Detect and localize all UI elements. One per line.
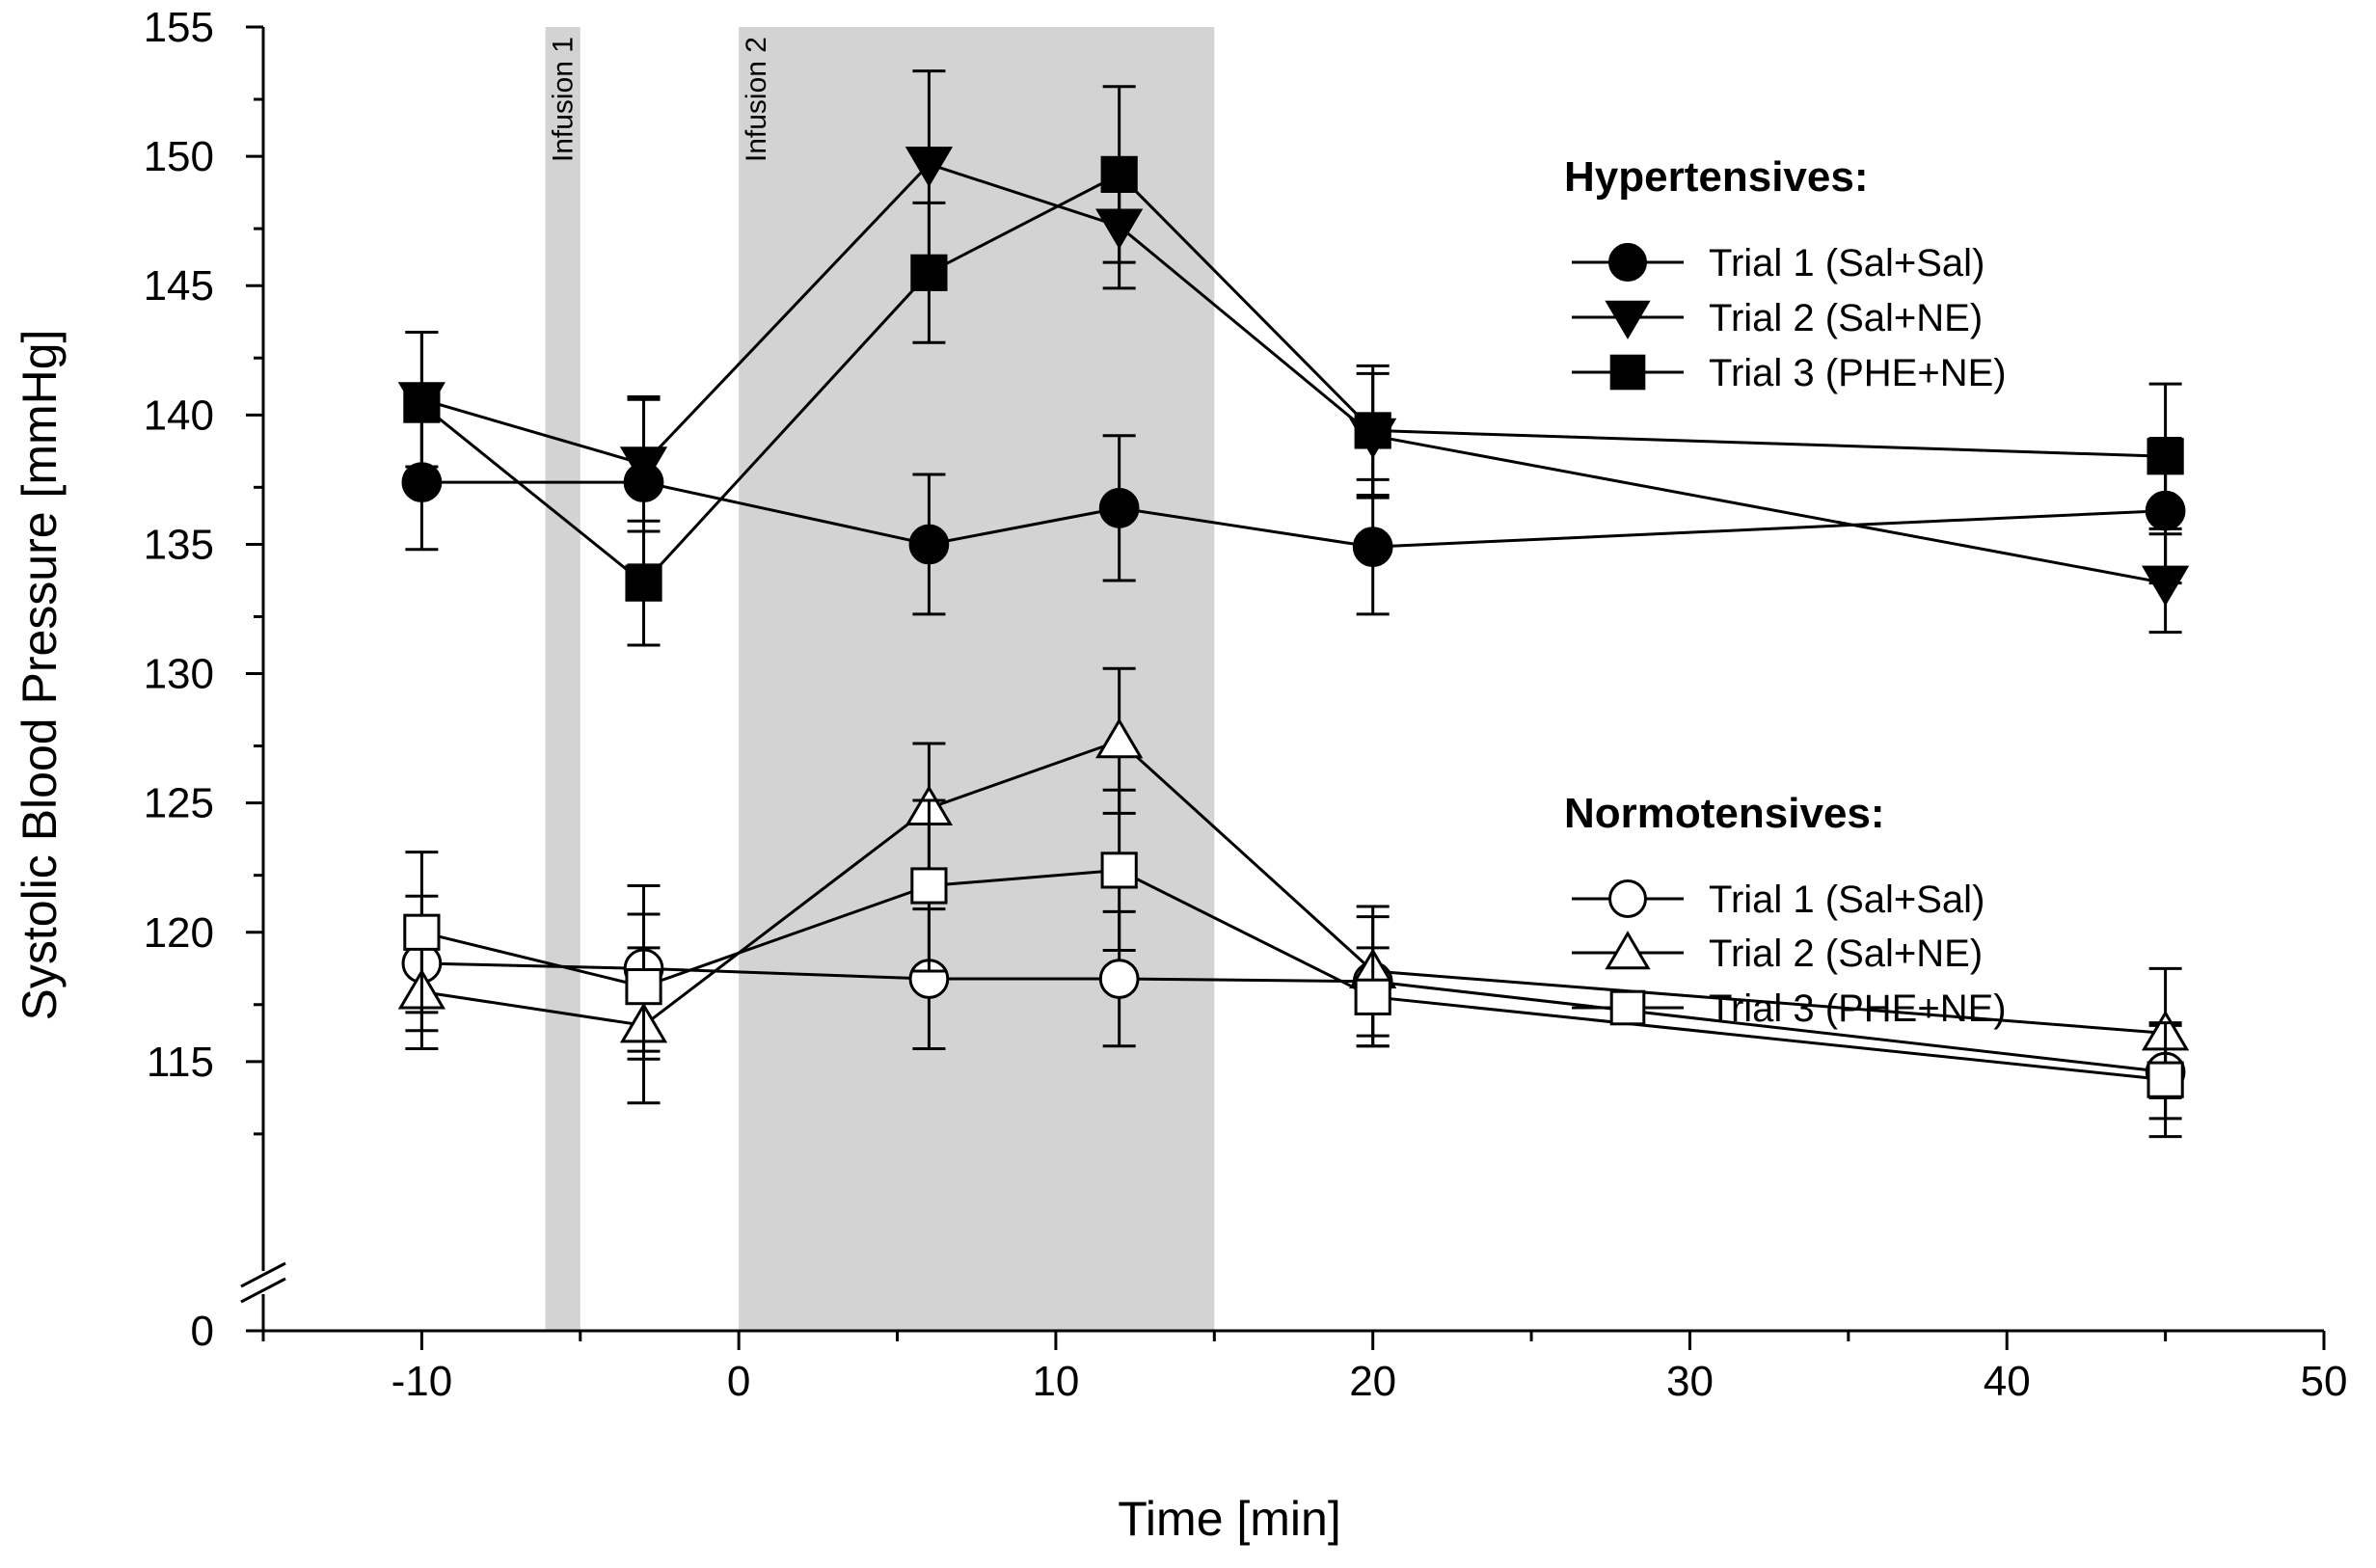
series-line xyxy=(421,961,2166,1074)
data-point xyxy=(625,968,662,1006)
legend-marker xyxy=(1608,879,1647,918)
data-point xyxy=(2146,438,2184,475)
data-series xyxy=(397,69,2190,1139)
y-axis-title: Systolic Blood Pressure [mmHg] xyxy=(13,330,67,1021)
legend-marker xyxy=(1609,989,1646,1026)
legend-title-normotensives: Normotensives: xyxy=(1564,790,1885,837)
data-point xyxy=(904,147,954,188)
legend-marker xyxy=(1609,354,1646,391)
legend-label: Trial 2 (Sal+NE) xyxy=(1709,297,1983,339)
legend-label: Trial 3 (PHE+NE) xyxy=(1709,352,2007,394)
legend-label: Trial 1 (Sal+Sal) xyxy=(1709,242,1984,284)
series-line xyxy=(421,739,2166,1035)
data-point xyxy=(403,913,441,951)
data-point xyxy=(910,254,948,291)
y-tick-label: 115 xyxy=(147,1039,214,1086)
x-tick-label: 40 xyxy=(1984,1358,2031,1405)
legend-label: Trial 3 (PHE+NE) xyxy=(1709,987,2007,1030)
data-point xyxy=(1095,717,1144,759)
shaded-regions: Infusion 1 Infusion 2 xyxy=(545,27,1215,1331)
data-point xyxy=(1352,527,1393,567)
series-line xyxy=(421,480,2166,549)
series-normotensive-trial-3 xyxy=(403,788,2184,1139)
data-point xyxy=(2146,1061,2184,1098)
series-line xyxy=(420,162,2166,585)
data-point xyxy=(625,564,662,602)
x-tick-label: 50 xyxy=(2301,1358,2348,1405)
legend-title-hypertensives: Hypertensives: xyxy=(1564,153,1868,201)
x-tick-label: 20 xyxy=(1349,1358,1396,1405)
y-tick-label: 120 xyxy=(144,909,214,957)
data-point xyxy=(1100,155,1138,193)
infusion-region-2 xyxy=(739,27,1215,1331)
y-tick-label: 145 xyxy=(144,262,214,310)
x-tick-label: 0 xyxy=(727,1358,750,1405)
infusion-label-1: Infusion 1 xyxy=(548,37,580,162)
legend-marker xyxy=(1605,931,1651,970)
legend-label: Trial 2 (Sal+NE) xyxy=(1709,933,1983,975)
x-tick-label: 10 xyxy=(1032,1358,1079,1405)
data-point xyxy=(619,446,668,488)
series-hypertensive-trial-3 xyxy=(403,85,2184,647)
y-tick-label: 125 xyxy=(144,780,214,827)
data-point xyxy=(1100,852,1138,889)
data-point xyxy=(1354,412,1391,449)
data-point xyxy=(2141,565,2190,607)
y-tick-label: 150 xyxy=(144,133,214,180)
infusion-region-1 xyxy=(545,27,580,1331)
legend-label: Trial 1 (Sal+Sal) xyxy=(1709,879,1984,921)
data-point xyxy=(403,386,441,423)
x-axis-title: Time [min] xyxy=(1118,1492,1341,1546)
y-tick-label: 130 xyxy=(144,651,214,698)
legend: Hypertensives: Trial 1 (Sal+Sal) Trial 2 (… xyxy=(1564,153,2007,1030)
y-axis-break-mark xyxy=(240,1261,286,1288)
y-tick-label-zero: 0 xyxy=(191,1308,214,1355)
axes: 115 120 125 130 135 140 145 150 155 0 -10 0 10 20 30 40… xyxy=(144,4,2348,1405)
series-line xyxy=(420,173,2166,585)
series-line xyxy=(421,868,2166,1082)
x-tick-label: -10 xyxy=(392,1358,453,1405)
legend-marker xyxy=(1608,243,1647,282)
data-point xyxy=(1098,488,1140,528)
y-tick-label: 155 xyxy=(144,4,214,51)
series-hypertensive-trial-1 xyxy=(401,397,2186,616)
legend-marker xyxy=(1605,300,1651,339)
y-axis-break-mark xyxy=(240,1277,286,1304)
infusion-label-2: Infusion 2 xyxy=(741,37,772,162)
data-point xyxy=(1098,959,1140,999)
x-tick-label: 30 xyxy=(1666,1358,1714,1405)
data-point xyxy=(1354,978,1391,1015)
data-point xyxy=(908,524,950,565)
y-tick-label: 140 xyxy=(144,392,214,439)
data-point xyxy=(910,867,948,905)
y-tick-label: 135 xyxy=(144,521,214,568)
